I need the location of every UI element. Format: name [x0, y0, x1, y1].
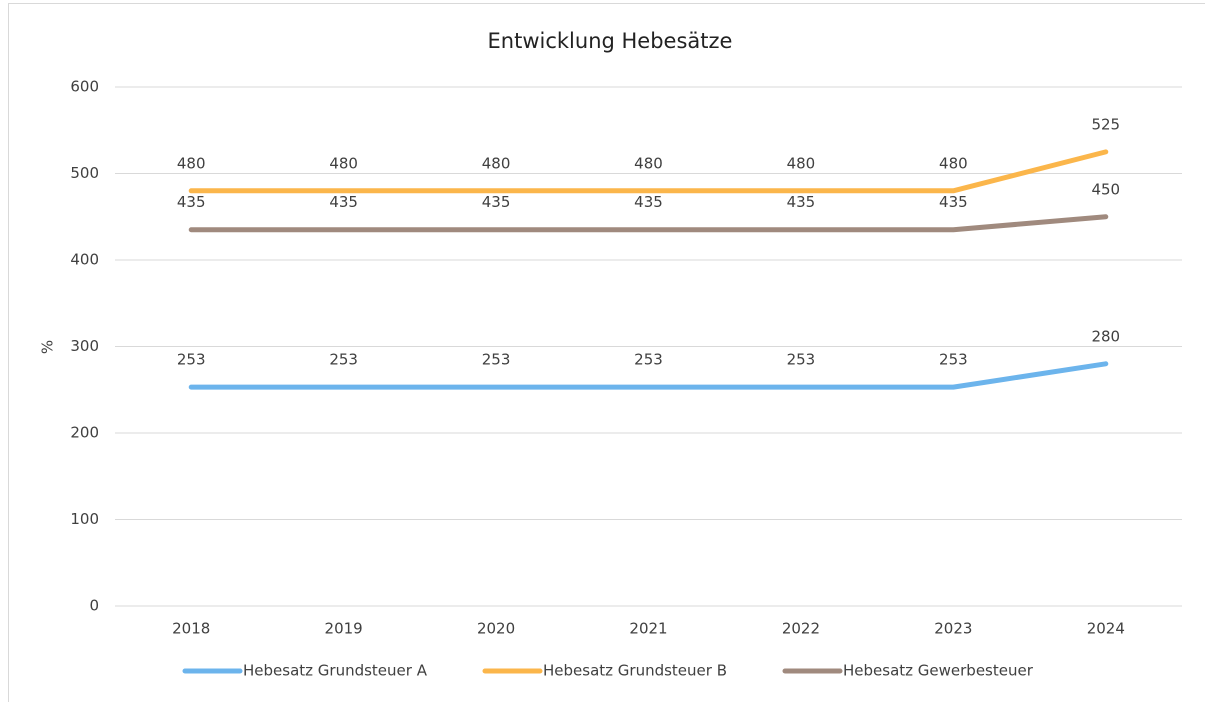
data-label: 480	[939, 154, 968, 172]
x-tick-label: 2023	[934, 620, 972, 638]
y-tick-label: 600	[70, 78, 99, 96]
data-label: 253	[939, 351, 968, 369]
data-label: 450	[1091, 180, 1120, 198]
chart-border	[8, 3, 1205, 702]
x-tick-label: 2018	[172, 620, 210, 638]
y-tick-label: 0	[89, 597, 99, 615]
data-label: 435	[939, 193, 968, 211]
y-tick-label: 200	[70, 424, 99, 442]
data-label: 435	[329, 193, 358, 211]
data-label: 435	[634, 193, 663, 211]
legend-label: Hebesatz Grundsteuer B	[543, 662, 727, 680]
x-tick-label: 2024	[1087, 620, 1125, 638]
x-tick-label: 2022	[782, 620, 820, 638]
data-label: 480	[329, 154, 358, 172]
data-label: 480	[787, 154, 816, 172]
chart-title: Entwicklung Hebesätze	[488, 29, 733, 53]
y-tick-label: 100	[70, 510, 99, 528]
data-label: 253	[329, 351, 358, 369]
y-axis-label: %	[39, 340, 57, 354]
data-label: 253	[177, 351, 206, 369]
series-line	[188, 149, 1109, 194]
legend-label: Hebesatz Gewerbesteuer	[843, 662, 1034, 680]
data-label: 435	[787, 193, 816, 211]
data-label: 253	[482, 351, 511, 369]
x-tick-label: 2020	[477, 620, 515, 638]
data-label: 280	[1091, 327, 1120, 345]
x-tick-label: 2021	[629, 620, 667, 638]
x-tick-label: 2019	[325, 620, 363, 638]
data-label: 435	[482, 193, 511, 211]
data-label: 480	[482, 154, 511, 172]
data-label: 253	[787, 351, 816, 369]
y-tick-label: 400	[70, 251, 99, 269]
data-label: 480	[177, 154, 206, 172]
legend-label: Hebesatz Grundsteuer A	[243, 662, 428, 680]
series-line	[188, 214, 1109, 233]
series-line	[188, 361, 1109, 390]
data-label: 480	[634, 154, 663, 172]
y-tick-label: 300	[70, 337, 99, 355]
data-label: 253	[634, 351, 663, 369]
y-tick-label: 500	[70, 164, 99, 182]
data-label: 525	[1091, 115, 1120, 133]
data-label: 435	[177, 193, 206, 211]
